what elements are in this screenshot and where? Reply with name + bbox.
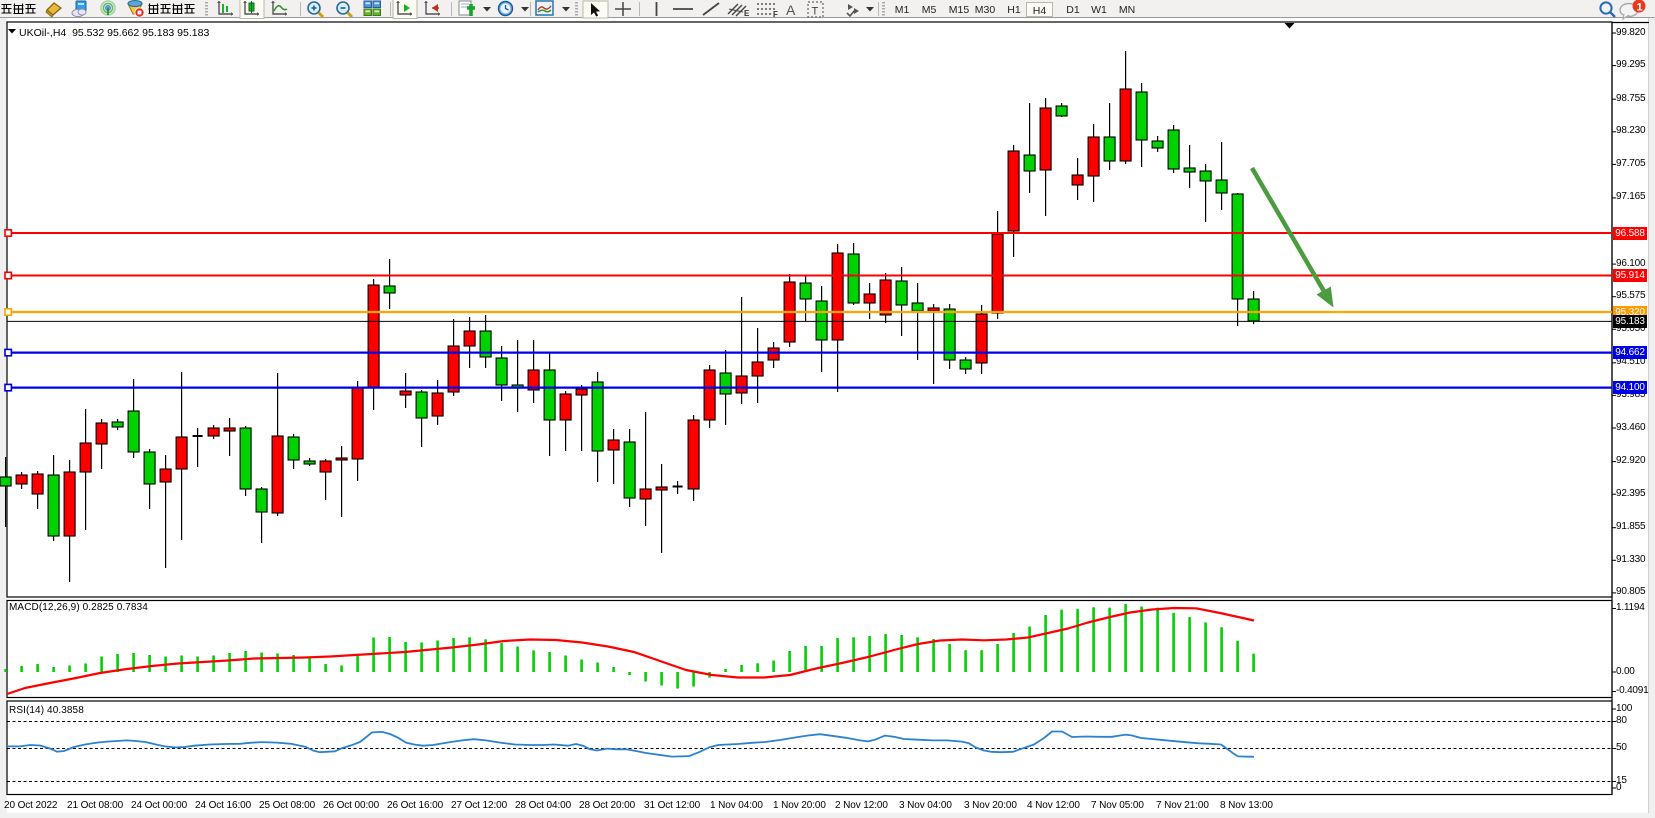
svg-text:F: F bbox=[773, 10, 778, 19]
svg-text:T: T bbox=[812, 6, 819, 18]
svg-text:A: A bbox=[786, 2, 796, 18]
svg-text:E: E bbox=[744, 9, 750, 18]
svg-text:1: 1 bbox=[1637, 2, 1643, 14]
